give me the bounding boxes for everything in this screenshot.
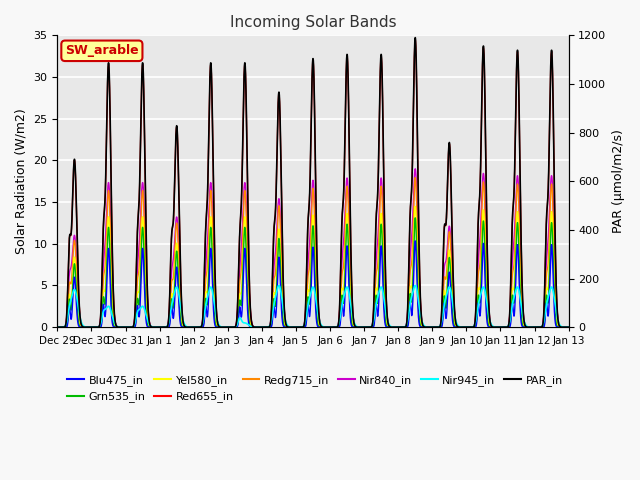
Y-axis label: Solar Radiation (W/m2): Solar Radiation (W/m2) [15,108,28,254]
Text: SW_arable: SW_arable [65,44,139,57]
Title: Incoming Solar Bands: Incoming Solar Bands [230,15,396,30]
Legend: Blu475_in, Grn535_in, Yel580_in, Red655_in, Redg715_in, Nir840_in, Nir945_in, PA: Blu475_in, Grn535_in, Yel580_in, Red655_… [63,371,567,407]
Y-axis label: PAR (μmol/m2/s): PAR (μmol/m2/s) [612,129,625,233]
